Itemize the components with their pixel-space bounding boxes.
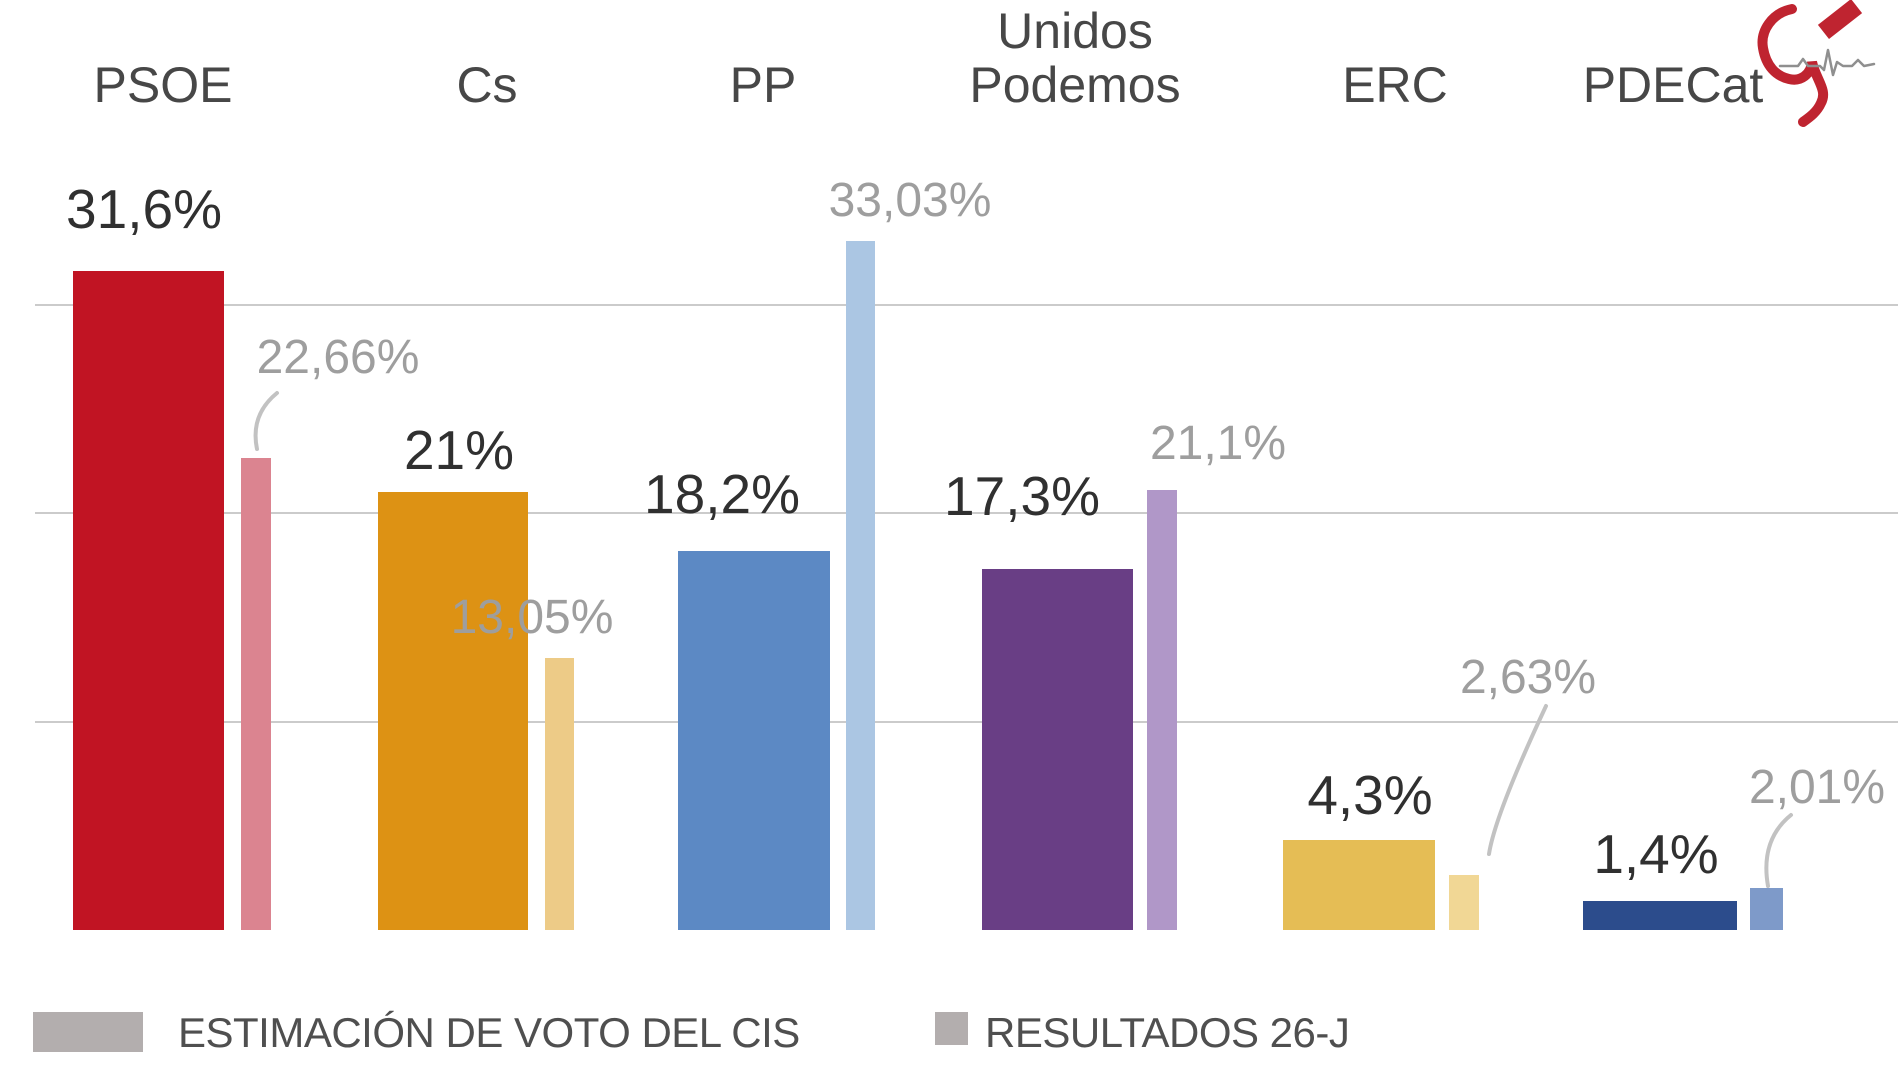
value-label-results-pp: 33,03% — [828, 174, 992, 227]
bar-cis-erc — [1283, 840, 1435, 930]
category-label-unidos-podemos: Unidos Podemos — [969, 3, 1181, 113]
value-label-results-psoe: 22,66% — [256, 331, 420, 384]
value-label-cis-cs: 21% — [403, 419, 515, 481]
bar-results-cs — [545, 657, 574, 930]
heartbeat-logo — [1757, 0, 1876, 127]
bar-results-erc — [1449, 875, 1479, 930]
bar-cis-pdecat — [1583, 900, 1737, 930]
value-label-cis-pdecat: 1,4% — [1593, 823, 1719, 885]
gridline-30pct — [35, 303, 1898, 306]
value-label-cis-erc: 4,3% — [1307, 764, 1433, 826]
gridline-10pct — [35, 720, 1898, 723]
category-label-pp: PP — [729, 57, 797, 113]
legend-label-results: RESULTADOS 26-J — [985, 1009, 1350, 1056]
bar-cis-unidos-podemos — [982, 569, 1133, 930]
bar-results-psoe — [241, 457, 271, 930]
value-label-results-cs: 13,05% — [450, 591, 614, 644]
value-label-results-erc: 2,63% — [1459, 651, 1597, 704]
bar-results-unidos-podemos — [1147, 490, 1177, 930]
bar-cis-psoe — [73, 271, 224, 930]
bar-cis-cs — [378, 492, 528, 930]
bar-results-pdecat — [1750, 888, 1783, 930]
legend-swatch-cis — [33, 1012, 143, 1052]
category-label-cs: Cs — [456, 57, 518, 113]
legend-swatch-results — [935, 1012, 968, 1045]
value-label-cis-unidos-podemos: 17,3% — [944, 465, 1100, 527]
logo-heart-curve — [1757, 4, 1829, 127]
logo-accent-mark — [1817, 0, 1863, 40]
bar-cis-pp — [678, 550, 830, 930]
category-label-pdecat: PDECat — [1582, 57, 1764, 113]
logo-ekg-line — [1778, 48, 1876, 77]
value-label-results-pdecat: 2,01% — [1748, 761, 1886, 814]
legend-label-cis: ESTIMACIÓN DE VOTO DEL CIS — [178, 1009, 800, 1056]
value-label-cis-pp: 18,2% — [644, 463, 800, 525]
value-label-cis-psoe: 31,6% — [66, 178, 222, 240]
category-label-erc: ERC — [1342, 57, 1448, 113]
value-label-results-unidos-podemos: 21,1% — [1149, 417, 1287, 470]
bar-results-pp — [846, 241, 875, 930]
category-label-psoe: PSOE — [93, 57, 233, 113]
gridline-20pct — [35, 512, 1898, 514]
